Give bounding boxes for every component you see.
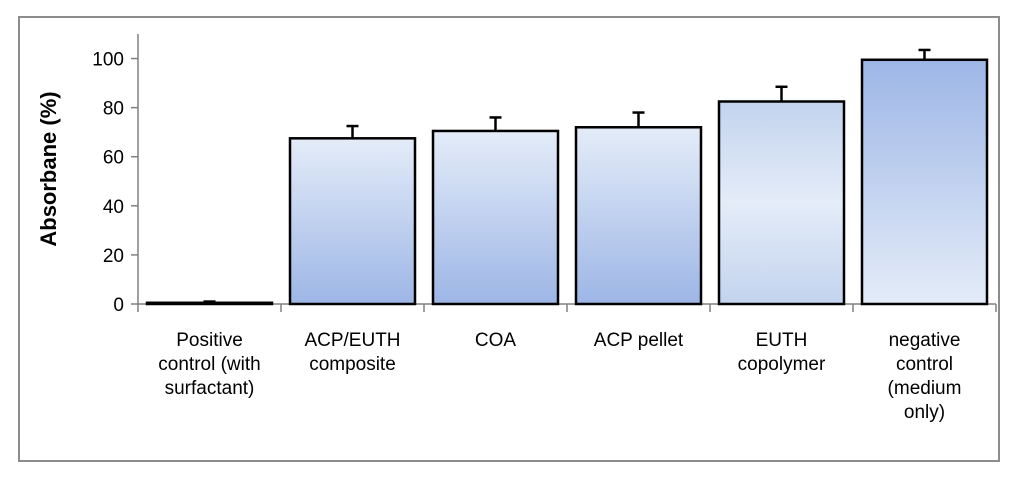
bar	[431, 129, 560, 306]
bar-chart: 0 20 40 60 80 100 Absorbane (%) Positive control…	[36, 34, 997, 423]
bar	[717, 100, 846, 306]
y-tick-label: 60	[103, 148, 124, 169]
x-tick-label: COA	[475, 330, 517, 351]
y-tick-label: 0	[113, 295, 124, 316]
y-tick-label: 20	[103, 246, 124, 267]
y-axis-title: Absorbane (%)	[36, 91, 61, 246]
x-tick-label: Positive control (with surfactant)	[158, 330, 260, 399]
y-tick-label: 100	[92, 50, 124, 71]
x-tick-label: EUTH copolymer	[738, 330, 826, 375]
x-tick-label: ACP pellet	[594, 330, 684, 351]
y-tick-label: 80	[103, 99, 124, 120]
axes	[131, 34, 997, 312]
bar	[145, 301, 274, 306]
y-tick-label: 40	[103, 197, 124, 218]
bar	[288, 137, 417, 306]
bar	[860, 58, 989, 306]
bars	[145, 48, 989, 306]
bar	[574, 126, 703, 306]
labels: 0 20 40 60 80 100 Absorbane (%) Positive control…	[36, 50, 961, 423]
x-tick-label: ACP/EUTH composite	[304, 330, 400, 375]
chart-frame: 0 20 40 60 80 100 Absorbane (%) Positive control…	[18, 16, 1000, 462]
x-tick-label: negative control (medium only)	[888, 330, 962, 423]
